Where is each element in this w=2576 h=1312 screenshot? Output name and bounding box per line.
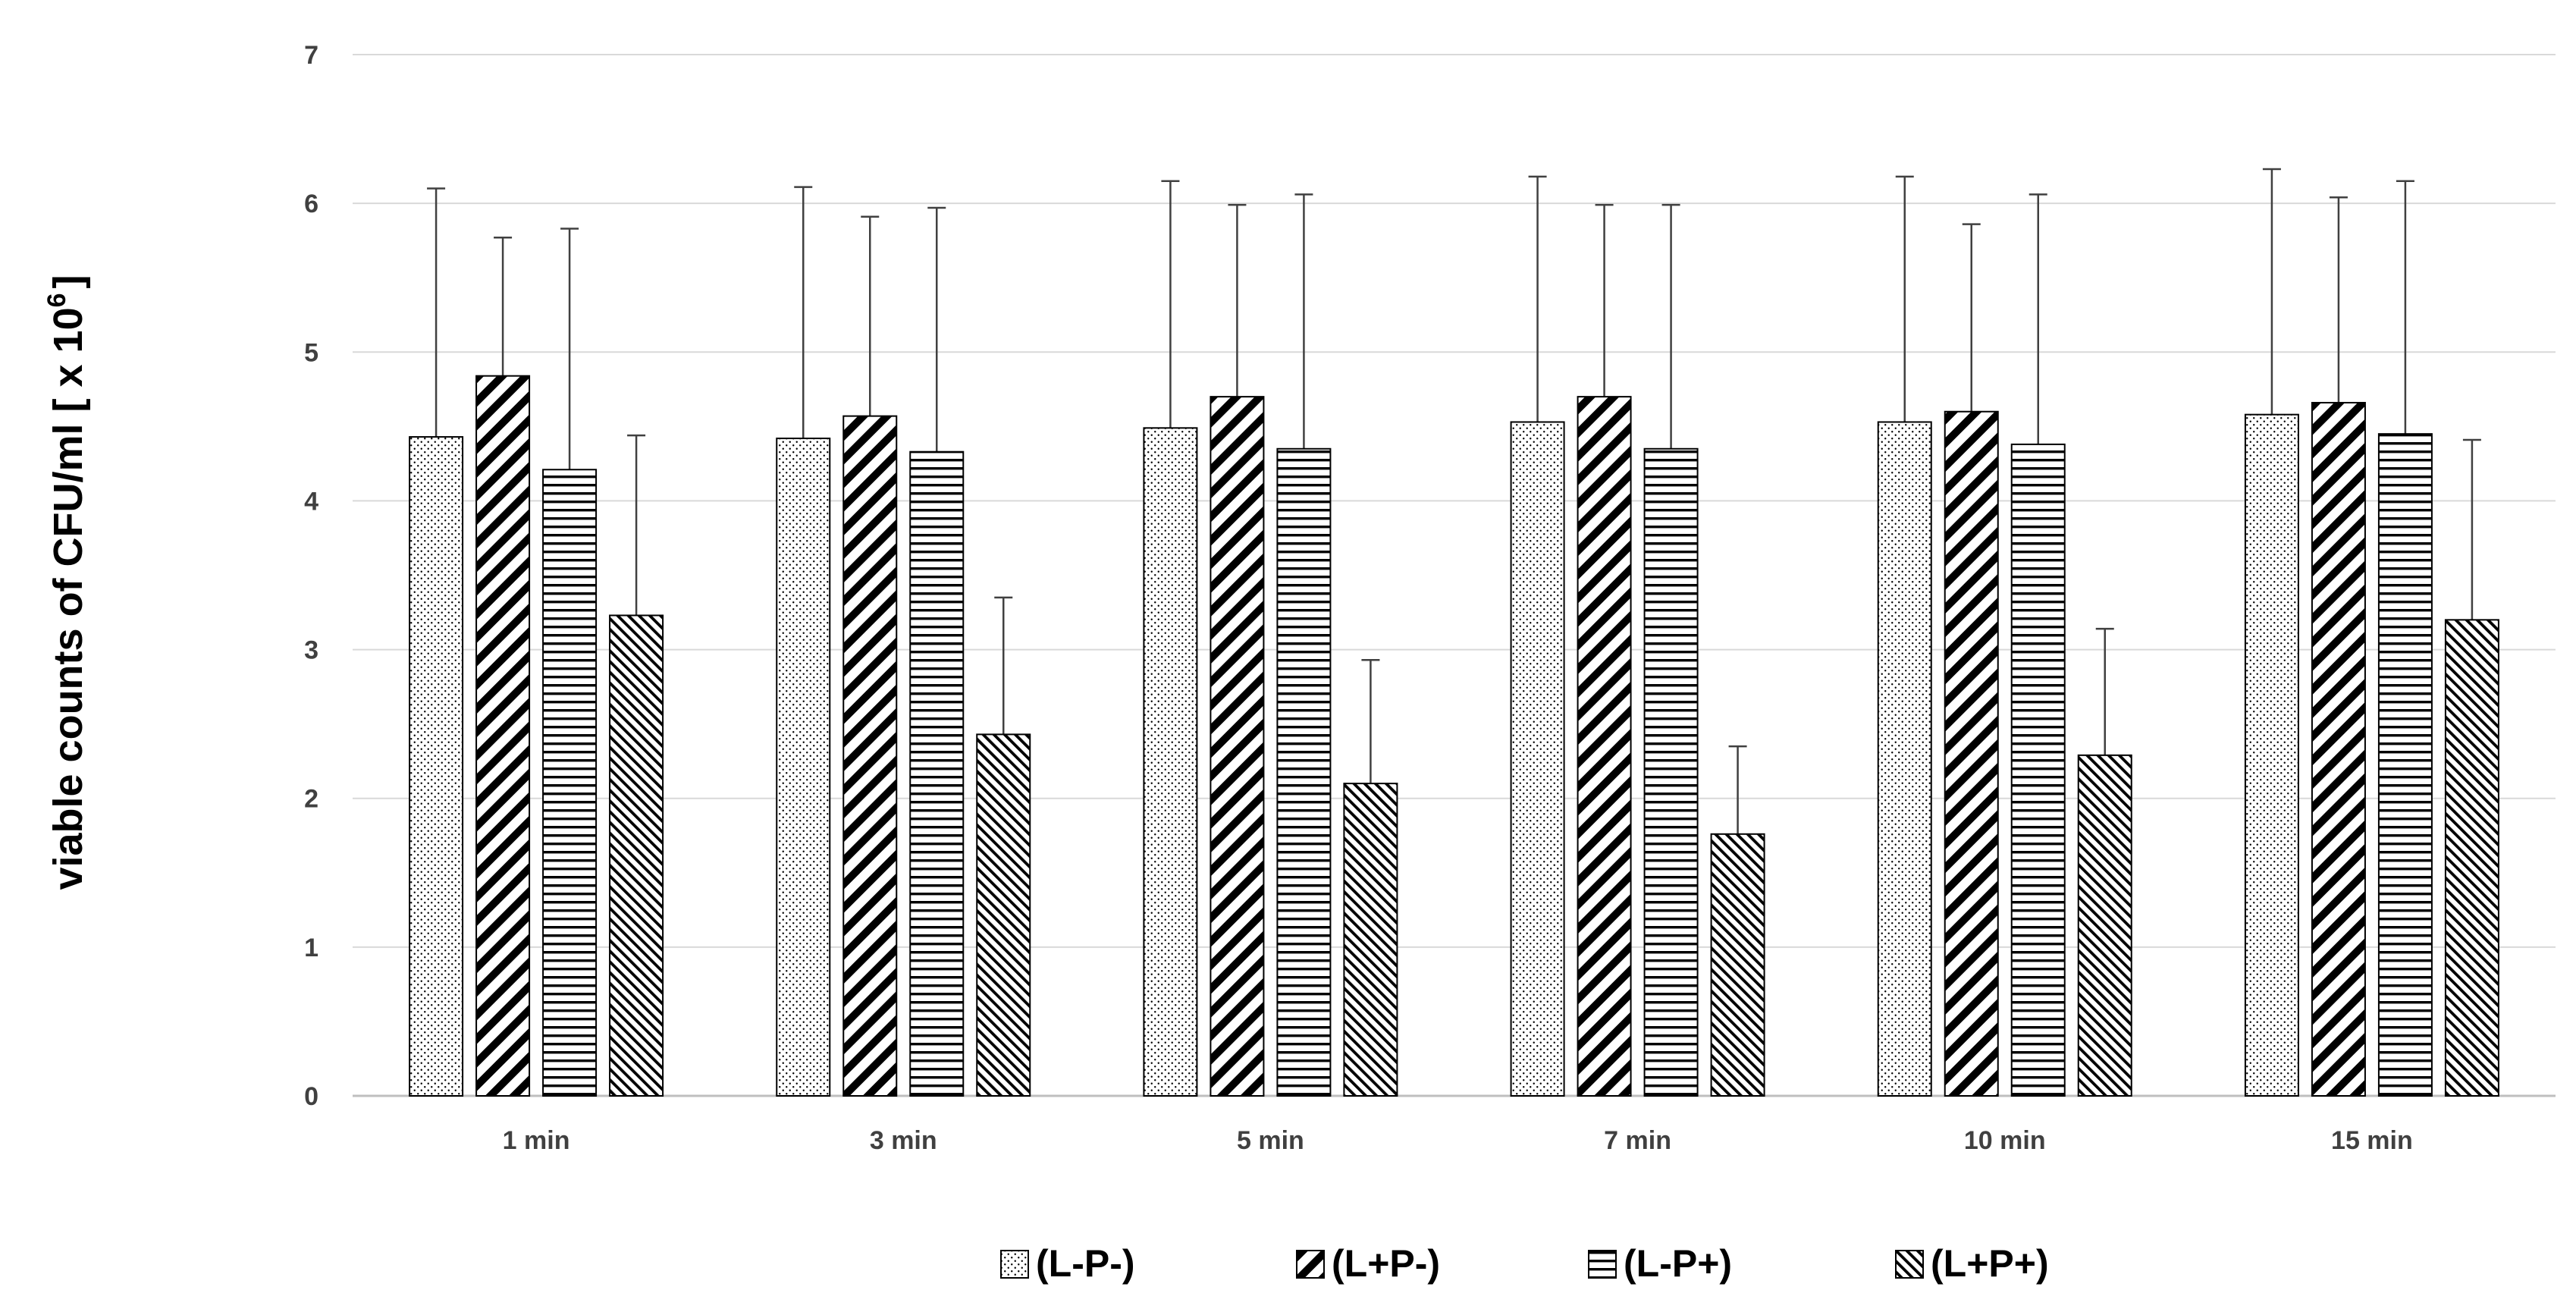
legend-swatch xyxy=(1000,1250,1029,1279)
y-tick-label: 5 xyxy=(304,338,318,367)
y-tick-label: 6 xyxy=(304,190,318,218)
legend-item: (L+P+) xyxy=(1895,1242,2049,1285)
legend-item: (L+P-) xyxy=(1296,1242,1440,1285)
legend-label: (L+P-) xyxy=(1332,1242,1440,1285)
x-tick-label: 15 min xyxy=(2331,1126,2413,1155)
x-tick-label: 7 min xyxy=(1604,1126,1671,1155)
bar xyxy=(1944,410,1999,1097)
bar xyxy=(1276,447,1332,1097)
legend-label: (L-P-) xyxy=(1036,1242,1135,1285)
bar xyxy=(1877,421,1932,1097)
bar xyxy=(1643,447,1699,1097)
gridlines xyxy=(353,54,2556,1097)
bar xyxy=(542,469,598,1097)
bar xyxy=(1710,833,1765,1097)
y-axis-ticks: 0 1 2 3 4 5 6 7 xyxy=(304,41,318,1111)
x-tick-label: 5 min xyxy=(1237,1126,1304,1155)
x-axis-ticks: 1 min 3 min 5 min 7 min 10 min 15 min xyxy=(503,1126,2413,1155)
x-tick-label: 10 min xyxy=(1964,1126,2046,1155)
bar xyxy=(2311,401,2366,1097)
bar xyxy=(609,614,664,1097)
legend-swatch xyxy=(1296,1250,1325,1279)
bar xyxy=(976,733,1031,1097)
x-tick-label: 1 min xyxy=(503,1126,570,1155)
y-tick-label: 1 xyxy=(304,934,318,962)
bar xyxy=(1510,421,1565,1097)
bar xyxy=(2444,619,2499,1097)
y-axis-label-main: viable counts of CFU/ml [ x 10 xyxy=(45,307,91,890)
x-tick-label: 3 min xyxy=(870,1126,937,1155)
bar-group xyxy=(409,187,664,1097)
legend: (L-P-) (L+P-) (L-P+) (L+P+) xyxy=(1000,1242,2049,1285)
bar xyxy=(2077,754,2132,1097)
bar xyxy=(1343,783,1398,1097)
legend-swatch xyxy=(1895,1250,1924,1279)
legend-label: (L-P+) xyxy=(1624,1242,1732,1285)
bar xyxy=(1210,396,1265,1097)
y-tick-label: 4 xyxy=(304,487,318,516)
y-axis-label-superscript: 6 xyxy=(42,293,71,307)
bar-group xyxy=(1143,180,1398,1097)
bar-group xyxy=(1877,175,2132,1097)
bar xyxy=(1143,427,1198,1097)
legend-item: (L-P+) xyxy=(1588,1242,1732,1285)
legend-label: (L+P+) xyxy=(1931,1242,2049,1285)
bar xyxy=(776,438,831,1097)
bar xyxy=(2010,443,2066,1097)
legend-item: (L-P-) xyxy=(1000,1242,1135,1285)
y-tick-label: 7 xyxy=(304,41,318,70)
y-tick-label: 2 xyxy=(304,785,318,814)
bar-group xyxy=(776,186,1031,1097)
bar-group xyxy=(2244,168,2499,1097)
legend-swatch xyxy=(1588,1250,1617,1279)
bar xyxy=(475,375,531,1097)
y-axis-label-suffix: ] xyxy=(45,275,91,288)
bar xyxy=(2377,433,2433,1097)
bar xyxy=(909,450,965,1097)
bar xyxy=(842,415,898,1097)
y-axis-label: viable counts of CFU/ml [ x 106] xyxy=(42,275,91,890)
bar xyxy=(1577,396,1632,1097)
y-tick-label: 0 xyxy=(304,1082,318,1111)
bars xyxy=(409,168,2499,1097)
bar xyxy=(2244,413,2299,1097)
bar-group xyxy=(1510,175,1765,1097)
y-tick-label: 3 xyxy=(304,636,318,665)
bar xyxy=(409,436,464,1097)
